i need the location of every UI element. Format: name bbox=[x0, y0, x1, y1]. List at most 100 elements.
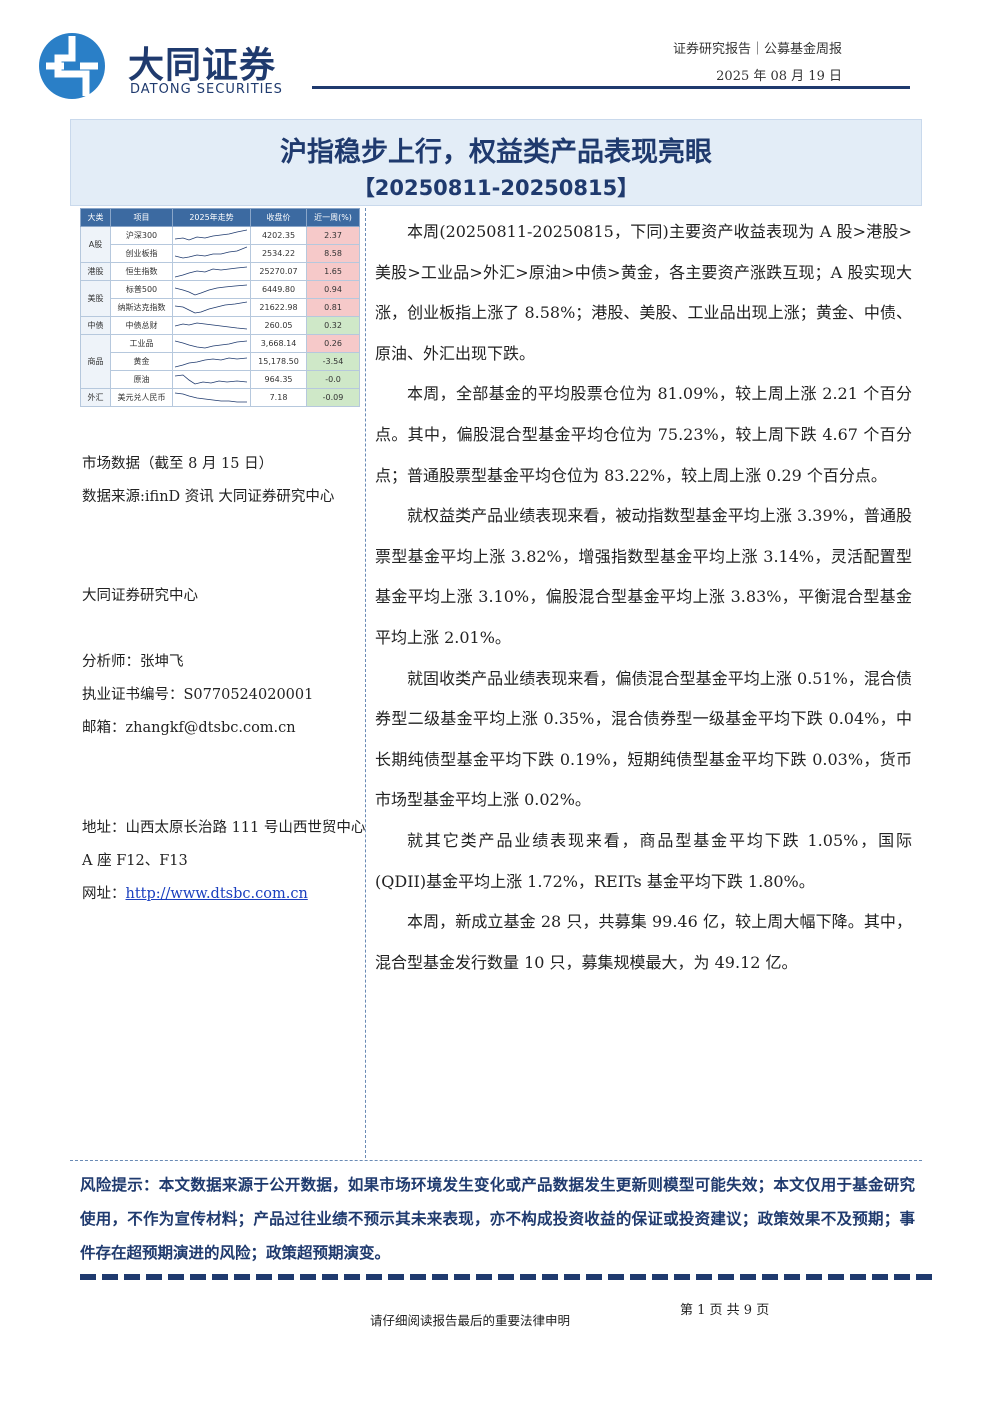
report-date: 2025 年 08 月 19 日 bbox=[716, 69, 842, 84]
summary-paragraph-assets: 本周(20250811-20250815，下同)主要资产收益表现为 A 股>港股… bbox=[375, 222, 912, 363]
summary-paragraph-other: 就其它类产品业绩表现来看，商品型基金平均下跌 1.05%，国际(QDII)基金平… bbox=[375, 830, 912, 891]
footer-dash-bar bbox=[80, 1274, 938, 1280]
table-cell-item: 沪深300 bbox=[110, 226, 173, 245]
table-cell-item: 纳斯达克指数 bbox=[110, 298, 173, 317]
table-cell-item: 标普500 bbox=[110, 280, 173, 299]
table-cell-close: 15,178.50 bbox=[250, 352, 307, 371]
table-cell-change: 8.58 bbox=[306, 244, 360, 263]
table-cell-change: -0.09 bbox=[306, 388, 360, 407]
table-row: 黄金 15,178.50 -3.54 bbox=[81, 352, 360, 371]
logo-text-en: DATONG SECURITIES bbox=[130, 82, 283, 97]
table-cell-change: -3.54 bbox=[306, 352, 360, 371]
analyst-name: 分析师：张坤飞 bbox=[82, 654, 184, 670]
website-row: 网址：http://www.dtsbc.com.cn bbox=[82, 878, 367, 911]
market-data-note: 市场数据（截至 8 月 15 日） bbox=[82, 456, 274, 472]
research-center: 大同证券研究中心 bbox=[82, 588, 198, 604]
table-row: 原油 964.35 -0.0 bbox=[81, 370, 360, 389]
table-row: A股 沪深300 4202.35 2.37 bbox=[80, 226, 360, 263]
table-cell-close: 21622.98 bbox=[250, 298, 307, 317]
table-cell-change: 0.26 bbox=[306, 334, 360, 353]
risk-divider bbox=[70, 1160, 922, 1161]
col-header-item: 项目 bbox=[110, 208, 173, 227]
col-header-change: 近一周(%) bbox=[306, 208, 360, 227]
sparkline-chart bbox=[175, 301, 247, 314]
company-logo: 大同证券 DATONG SECURITIES bbox=[36, 30, 306, 102]
table-cell-category: 外汇 bbox=[80, 388, 111, 407]
header-rule bbox=[312, 86, 910, 89]
sparkline-cell bbox=[172, 388, 251, 407]
risk-warning: 风险提示：本文数据来源于公开数据，如果市场环境发生变化或产品数据发生更新则模型可… bbox=[80, 1176, 915, 1262]
table-cell-category: 中债 bbox=[80, 316, 111, 335]
report-summary: 本周(20250811-20250815，下同)主要资产收益表现为 A 股>港股… bbox=[375, 212, 912, 983]
col-header-category: 大类 bbox=[80, 208, 111, 227]
logo-mark-icon bbox=[39, 33, 105, 99]
sparkline-cell bbox=[172, 298, 251, 317]
sparkline-chart bbox=[175, 340, 247, 349]
summary-paragraph-new-funds: 本周，新成立基金 28 只，共募集 99.46 亿，较上周大幅下降。其中，混合型… bbox=[375, 912, 912, 972]
table-cell-change: -0.0 bbox=[306, 370, 360, 389]
table-cell-item: 美元兑人民币 bbox=[110, 388, 173, 407]
market-table: 大类 项目 2025年走势 收盘价 近一周(%) A股 沪深300 4202.3… bbox=[80, 208, 360, 407]
table-cell-close: 6449.80 bbox=[250, 280, 307, 299]
table-cell-close: 25270.07 bbox=[250, 262, 307, 281]
table-row: 中债 中债总财 260.05 0.32 bbox=[80, 316, 360, 335]
website-link[interactable]: http://www.dtsbc.com.cn bbox=[125, 886, 308, 902]
sparkline-chart bbox=[175, 392, 247, 403]
table-cell-close: 3,668.14 bbox=[250, 334, 307, 353]
sparkline-chart bbox=[175, 322, 247, 330]
report-title: 沪指稳步上行，权益类产品表现亮眼 bbox=[280, 137, 712, 168]
table-row: 纳斯达克指数 21622.98 0.81 bbox=[81, 298, 360, 317]
summary-paragraph-equity: 就权益类产品业绩表现来看，被动指数型基金平均上涨 3.39%，普通股票型基金平均… bbox=[375, 506, 912, 647]
column-divider bbox=[365, 208, 366, 1158]
logo-text-cn: 大同证券 bbox=[128, 45, 277, 86]
table-cell-item: 黄金 bbox=[110, 352, 173, 371]
sparkline-chart bbox=[175, 246, 247, 259]
table-cell-category: A股 bbox=[80, 226, 111, 263]
analyst-block: 分析师：张坤飞 执业证书编号：S0770524020001 邮箱：zhangkf… bbox=[82, 646, 313, 745]
title-banner: 沪指稳步上行，权益类产品表现亮眼 【20250811-20250815】 bbox=[70, 119, 922, 206]
table-header-row: 大类 项目 2025年走势 收盘价 近一周(%) bbox=[80, 208, 360, 227]
contact-block: 地址：山西太原长治路 111 号山西世贸中心 A 座 F12、F13 网址：ht… bbox=[82, 812, 367, 911]
website-label: 网址： bbox=[82, 886, 126, 902]
sparkline-cell bbox=[172, 226, 251, 245]
table-cell-change: 2.37 bbox=[306, 226, 360, 245]
table-cell-category: 港股 bbox=[80, 262, 111, 281]
data-source: 数据来源:ifinD 资讯 大同证券研究中心 bbox=[82, 489, 335, 505]
table-cell-close: 260.05 bbox=[250, 316, 307, 335]
table-cell-close: 7.18 bbox=[250, 388, 307, 407]
table-row: 创业板指 2534.22 8.58 bbox=[81, 244, 360, 263]
table-row: 外汇 美元兑人民币 7.18 -0.09 bbox=[80, 388, 360, 407]
col-header-trend: 2025年走势 bbox=[172, 208, 251, 227]
table-cell-item: 工业品 bbox=[110, 334, 173, 353]
table-cell-change: 0.32 bbox=[306, 316, 360, 335]
analyst-cert: 执业证书编号：S0770524020001 bbox=[82, 687, 314, 703]
page-number: 第 1 页 共 9 页 bbox=[680, 1303, 770, 1318]
sparkline-chart bbox=[175, 266, 247, 278]
table-cell-item: 创业板指 bbox=[110, 244, 173, 263]
table-cell-item: 原油 bbox=[110, 370, 173, 389]
legal-notice: 请仔细阅读报告最后的重要法律申明 bbox=[370, 1313, 571, 1328]
table-cell-change: 0.94 bbox=[306, 280, 360, 299]
table-row: 港股 恒生指数 25270.07 1.65 bbox=[80, 262, 360, 281]
sparkline-cell bbox=[172, 334, 251, 353]
sparkline-cell bbox=[172, 262, 251, 281]
sparkline-cell bbox=[172, 280, 251, 299]
table-cell-category: 美股 bbox=[80, 280, 111, 317]
table-cell-change: 0.81 bbox=[306, 298, 360, 317]
sparkline-chart bbox=[175, 284, 247, 296]
report-type: 证券研究报告｜公募基金周报 bbox=[672, 42, 842, 57]
sparkline-cell bbox=[172, 352, 251, 371]
table-cell-item: 恒生指数 bbox=[110, 262, 173, 281]
sparkline-cell bbox=[172, 244, 251, 263]
sparkline-cell bbox=[172, 370, 251, 389]
market-data-block: 市场数据（截至 8 月 15 日） 数据来源:ifinD 资讯 大同证券研究中心 bbox=[82, 448, 362, 514]
table-row: 商品 工业品 3,668.14 0.26 bbox=[80, 334, 360, 389]
sparkline-chart bbox=[175, 357, 247, 368]
summary-paragraph-fixed-income: 就固收类产品业绩表现来看，偏债混合型基金平均上涨 0.51%，混合债券型二级基金… bbox=[375, 668, 912, 810]
analyst-email[interactable]: 邮箱：zhangkf@dtsbc.com.cn bbox=[82, 720, 296, 736]
company-address: 地址：山西太原长治路 111 号山西世贸中心 A 座 F12、F13 bbox=[82, 820, 366, 869]
table-row: 美股 标普500 6449.80 0.94 bbox=[80, 280, 360, 317]
table-cell-item: 中债总财 bbox=[110, 316, 173, 335]
table-cell-category: 商品 bbox=[80, 334, 111, 389]
sparkline-chart bbox=[175, 229, 247, 241]
